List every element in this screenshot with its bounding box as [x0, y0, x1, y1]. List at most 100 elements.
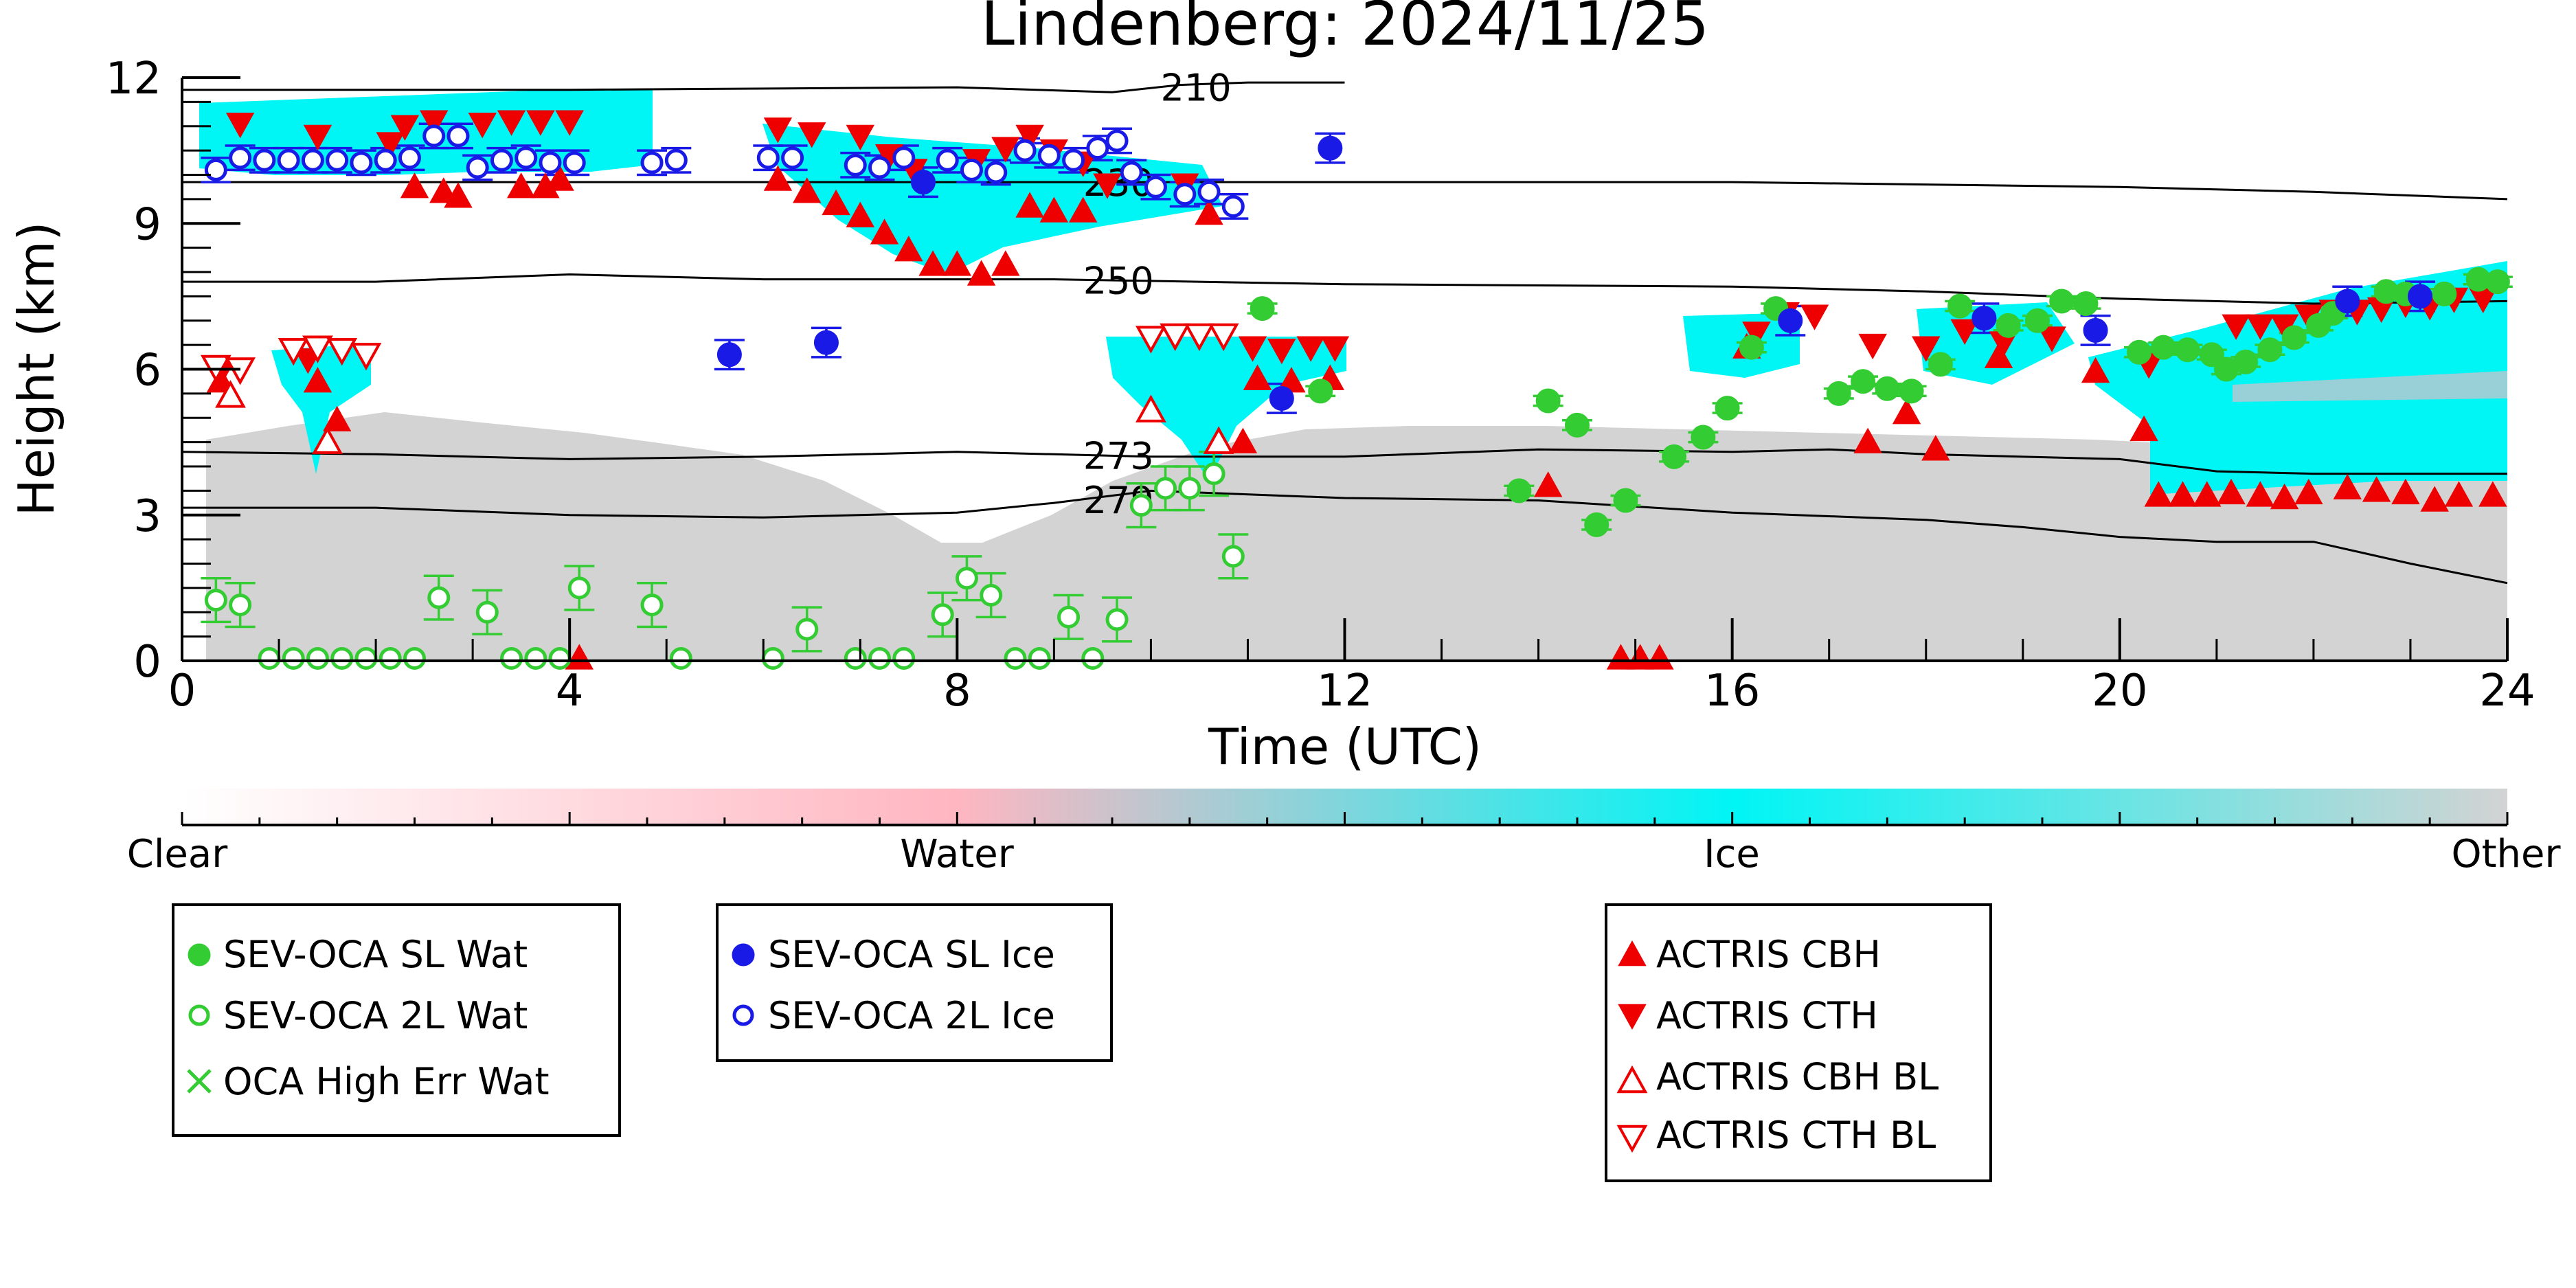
- sev-oca-2l-ice-marker: [664, 148, 688, 172]
- legend-marker: [1618, 1004, 1647, 1030]
- actris-cbh-marker: [2217, 478, 2246, 505]
- actris-cbh-bl-marker: [1203, 426, 1234, 454]
- actris-cth-marker: [1093, 173, 1122, 199]
- actris-cth-marker: [420, 110, 449, 136]
- legend-marker: [188, 943, 211, 967]
- actris-cth-marker: [1742, 321, 1771, 348]
- actris-cbh-marker: [763, 165, 793, 191]
- actris-cth-marker: [1320, 336, 1350, 362]
- sev-oca-2l-wat-marker: [229, 594, 252, 617]
- isotherm-line-230: [182, 181, 2508, 201]
- actris-cbh-marker: [545, 165, 574, 191]
- sev-oca-2l-ice-marker: [277, 148, 300, 172]
- sev-oca-2l-wat-marker: [1081, 646, 1105, 670]
- actris-cth-marker: [303, 124, 332, 150]
- sev-oca-sl-wat-marker: [1899, 379, 1924, 404]
- sev-oca-2l-wat-marker: [306, 646, 329, 670]
- sev-oca-2l-ice-marker: [301, 148, 324, 172]
- actris-cbh-marker: [1039, 196, 1069, 223]
- sev-oca-2l-ice-marker: [960, 158, 983, 181]
- ice-class-region-4: [271, 343, 371, 474]
- isotherm-label: 250: [1083, 259, 1154, 302]
- colorbar-label-ice: Ice: [1704, 832, 1760, 877]
- x-tick-label: 20: [2092, 666, 2147, 716]
- sev-oca-sl-ice-marker: [1269, 385, 1294, 411]
- sev-oca-2l-ice-marker: [781, 146, 804, 170]
- actris-cbh-marker: [1921, 435, 1950, 461]
- actris-cth-marker: [225, 113, 255, 139]
- actris-cth-marker: [390, 115, 420, 141]
- actris-cbh-marker: [2294, 478, 2323, 505]
- legend-actris: ACTRIS CBH ACTRIS CTH ACTRIS CBH BL ACTR…: [1605, 903, 1992, 1182]
- actris-cbh-marker: [822, 189, 850, 216]
- actris-cbh-marker: [1984, 342, 2013, 369]
- actris-cbh-marker: [565, 644, 594, 670]
- ice-class-region-3: [1106, 337, 1346, 481]
- legend-entry-label: SEV-OCA 2L Ice: [768, 994, 1055, 1037]
- sev-oca-2l-ice-marker: [892, 146, 916, 170]
- actris-cbh-marker: [2362, 476, 2391, 502]
- sev-oca-2l-ice-marker: [374, 148, 397, 172]
- sev-oca-2l-wat-marker: [1105, 608, 1129, 631]
- actris-cbh-marker: [942, 250, 972, 276]
- actris-cbh-marker: [1015, 192, 1044, 218]
- sev-oca-sl-wat-marker: [1691, 425, 1716, 450]
- sev-oca-2l-ice-marker: [756, 146, 780, 170]
- legend-marker: [187, 1069, 212, 1094]
- other-class-region: [206, 412, 2507, 661]
- actris-cbh-marker: [2478, 481, 2507, 507]
- sev-oca-2l-ice-marker: [1105, 129, 1129, 152]
- actris-cbh-marker: [1853, 427, 1882, 453]
- sev-oca-2l-ice-marker: [1144, 175, 1167, 199]
- tick-layer: 0 4 8 12 16 20 24 0 3 6 9 12: [106, 54, 2535, 716]
- sev-oca-sl-ice-marker: [813, 330, 839, 355]
- sev-oca-2l-wat-marker: [669, 646, 692, 670]
- legend-entry-label: OCA High Err Wat: [223, 1060, 550, 1103]
- actris-cth-marker: [376, 132, 405, 158]
- isotherm-label: 210: [1161, 67, 1232, 110]
- actris-cbh-marker: [894, 236, 923, 262]
- water-class-region: [2233, 371, 2507, 402]
- sev-oca-sl-ice-marker: [1778, 308, 1803, 333]
- actris-cbh-marker: [918, 250, 947, 276]
- sev-oca-2l-ice-marker: [1221, 194, 1245, 218]
- actris-cbh-marker: [2270, 483, 2299, 510]
- y-tick-label: 9: [133, 199, 161, 250]
- actris-cbh-marker: [2193, 481, 2222, 507]
- sev-oca-2l-wat-marker: [1028, 646, 1051, 670]
- sev-oca-2l-ice-marker: [640, 151, 664, 174]
- legend-marker: [732, 1004, 754, 1026]
- sev-oca-sl-wat-marker: [2281, 325, 2307, 350]
- actris-cth-marker: [2246, 314, 2275, 340]
- sev-oca-2l-ice-marker: [1197, 180, 1221, 203]
- actris-cth-marker: [2222, 314, 2250, 340]
- sev-oca-2l-wat-marker: [204, 589, 227, 612]
- legend-entry-label: ACTRIS CTH: [1656, 994, 1878, 1037]
- legend-marker: [1618, 940, 1647, 967]
- legend-box: [716, 903, 1113, 1062]
- sev-oca-sl-wat-marker: [1506, 478, 1532, 504]
- actris-cth-marker: [991, 137, 1020, 163]
- marker-layer: [200, 110, 2510, 670]
- actris-cbh-marker: [1068, 196, 1098, 223]
- sev-oca-sl-ice-marker: [2408, 284, 2433, 309]
- sev-oca-sl-wat-marker: [1739, 335, 1764, 360]
- actris-cth-marker: [1912, 336, 1941, 362]
- isotherm-line-250: [182, 273, 2508, 305]
- actris-cth-bl-marker: [1208, 323, 1239, 352]
- legend-marker: [1616, 1125, 1648, 1153]
- sev-oca-sl-wat-marker: [2175, 337, 2200, 363]
- sev-oca-2l-wat-marker: [1178, 477, 1201, 500]
- actris-cbh-marker: [444, 182, 473, 208]
- sev-oca-2l-wat-marker: [330, 646, 354, 670]
- legend-entry-label: SEV-OCA SL Wat: [223, 933, 528, 976]
- actris-cth-bl-marker: [1160, 323, 1191, 352]
- sev-oca-sl-wat-marker: [1662, 444, 1687, 469]
- sev-oca-2l-ice-marker: [1120, 161, 1143, 184]
- sev-oca-2l-wat-marker: [1221, 545, 1245, 568]
- actris-cth-bl-marker: [1136, 326, 1166, 354]
- sev-oca-2l-ice-marker: [466, 156, 489, 179]
- x-tick-label: 12: [1317, 666, 1372, 716]
- x-axis-label: Time (UTC): [1208, 718, 1482, 776]
- actris-cth-marker: [846, 124, 874, 150]
